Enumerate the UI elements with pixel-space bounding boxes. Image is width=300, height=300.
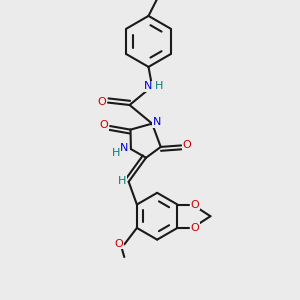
Text: O: O xyxy=(183,140,191,150)
Text: N: N xyxy=(120,143,128,153)
Text: O: O xyxy=(100,120,109,130)
Text: O: O xyxy=(115,238,123,248)
Text: N: N xyxy=(153,117,161,127)
Text: H: H xyxy=(118,176,126,186)
Text: N: N xyxy=(144,81,152,92)
Text: H: H xyxy=(112,148,120,158)
Text: H: H xyxy=(154,81,163,92)
Text: O: O xyxy=(190,200,199,209)
Text: O: O xyxy=(190,223,199,233)
Text: O: O xyxy=(98,97,106,107)
